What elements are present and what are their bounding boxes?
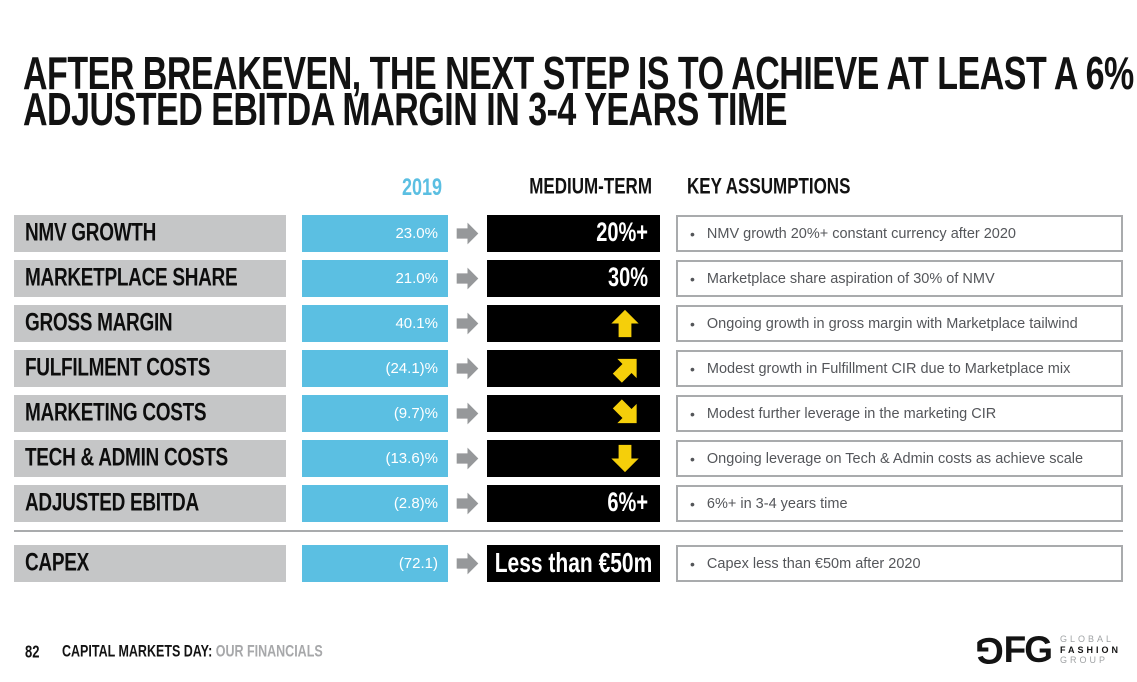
metric-row-marketplace-share: MARKETPLACE SHARE 21.0% 30% • Marketplac… — [14, 260, 1123, 297]
section-divider — [14, 530, 1123, 532]
page-title: AFTER BREAKEVEN, THE NEXT STEP IS TO ACH… — [23, 48, 1134, 135]
logo-line-global: GLOBAL — [1059, 634, 1115, 645]
metric-row-capex: CAPEX (72.1) Less than €50m • Capex less… — [14, 545, 1123, 582]
page-number: 82 — [25, 641, 40, 662]
medium-term-value: 20%+ — [487, 215, 660, 252]
metric-2019-value: (24.1)% — [302, 350, 448, 387]
bullet-icon: • — [690, 360, 695, 377]
bullet-icon: • — [690, 315, 695, 332]
trend-down-icon — [611, 444, 639, 473]
metric-table: NMV GROWTH 23.0% 20%+ • NMV growth 20%+ … — [14, 215, 1123, 590]
metric-2019-value: (72.1) — [302, 545, 448, 582]
metric-2019-value: 40.1% — [302, 305, 448, 342]
assumption-text: Marketplace share aspiration of 30% of N… — [706, 270, 995, 287]
page-title-line2: ADJUSTED EBITDA MARGIN IN 3-4 YEARS TIME — [23, 84, 787, 136]
assumption-text: Ongoing growth in gross margin with Mark… — [706, 315, 1078, 332]
transition-arrow-icon — [448, 260, 487, 297]
metric-2019-value: (13.6)% — [302, 440, 448, 477]
medium-term-value: Less than €50m — [487, 545, 660, 582]
column-headers: 2019 MEDIUM-TERM KEY ASSUMPTIONS — [14, 173, 1123, 200]
column-header-medium-term: MEDIUM-TERM — [529, 173, 652, 199]
assumption-item: • NMV growth 20%+ constant currency afte… — [676, 215, 1123, 252]
assumption-item: • Marketplace share aspiration of 30% of… — [676, 260, 1123, 297]
metric-row-marketing-costs: MARKETING COSTS (9.7)% • Modest further … — [14, 395, 1123, 432]
trend-down-right-icon — [612, 399, 637, 424]
footer-deck-title: CAPITAL MARKETS DAY: — [62, 641, 213, 661]
metric-label: GROSS MARGIN — [14, 305, 286, 342]
assumption-text: 6%+ in 3-4 years time — [706, 495, 848, 512]
bullet-icon: • — [690, 495, 695, 512]
assumption-text: Capex less than €50m after 2020 — [706, 555, 921, 572]
metric-2019-value: (9.7)% — [302, 395, 448, 432]
assumption-item: • Ongoing growth in gross margin with Ma… — [676, 305, 1123, 342]
assumption-item: • 6%+ in 3-4 years time — [676, 485, 1123, 522]
medium-term-value: 6%+ — [487, 485, 660, 522]
transition-arrow-icon — [448, 395, 487, 432]
bullet-icon: • — [690, 225, 695, 242]
metric-label: NMV GROWTH — [14, 215, 286, 252]
transition-arrow-icon — [448, 305, 487, 342]
metric-2019-value: 21.0% — [302, 260, 448, 297]
metric-label: ADJUSTED EBITDA — [14, 485, 286, 522]
trend-up-right-icon — [612, 358, 637, 383]
footer-section-label: CAPITAL MARKETS DAY: OUR FINANCIALS — [62, 641, 323, 661]
assumption-item: • Modest further leverage in the marketi… — [676, 395, 1123, 432]
medium-term-value: 30% — [487, 260, 660, 297]
bullet-icon: • — [690, 555, 695, 572]
metric-label: MARKETING COSTS — [14, 395, 286, 432]
bullet-icon: • — [690, 450, 695, 467]
medium-term-trend — [487, 305, 660, 342]
medium-term-trend — [487, 440, 660, 477]
gfg-monogram: GFG — [976, 629, 1053, 672]
metric-row-fulfilment-costs: FULFILMENT COSTS (24.1)% • Modest growth… — [14, 350, 1123, 387]
assumption-text: Modest further leverage in the marketing… — [706, 405, 997, 422]
trend-up-icon — [611, 309, 639, 338]
metric-label: FULFILMENT COSTS — [14, 350, 286, 387]
metric-row-gross-margin: GROSS MARGIN 40.1% • Ongoing growth in g… — [14, 305, 1123, 342]
metric-row-nmv-growth: NMV GROWTH 23.0% 20%+ • NMV growth 20%+ … — [14, 215, 1123, 252]
gfg-logo: GFG GLOBAL FASHION GROUP — [976, 629, 1121, 672]
transition-arrow-icon — [448, 215, 487, 252]
column-header-2019: 2019 — [401, 173, 442, 200]
metric-2019-value: 23.0% — [302, 215, 448, 252]
assumption-item: • Ongoing leverage on Tech & Admin costs… — [676, 440, 1123, 477]
metric-label: TECH & ADMIN COSTS — [14, 440, 286, 477]
logo-line-group: GROUP — [1059, 655, 1108, 666]
medium-term-trend — [487, 395, 660, 432]
logo-line-fashion: FASHION — [1059, 644, 1121, 655]
metric-row-tech-admin-costs: TECH & ADMIN COSTS (13.6)% • Ongoing lev… — [14, 440, 1123, 477]
medium-term-trend — [487, 350, 660, 387]
metric-row-adjusted-ebitda: ADJUSTED EBITDA (2.8)% 6%+ • 6%+ in 3-4 … — [14, 485, 1123, 522]
assumption-text: Modest growth in Fulfillment CIR due to … — [706, 360, 1071, 377]
assumption-item: • Capex less than €50m after 2020 — [676, 545, 1123, 582]
assumption-text: NMV growth 20%+ constant currency after … — [706, 225, 1016, 242]
metric-label: MARKETPLACE SHARE — [14, 260, 286, 297]
bullet-icon: • — [690, 405, 695, 422]
assumption-item: • Modest growth in Fulfillment CIR due t… — [676, 350, 1123, 387]
page-title-line1: AFTER BREAKEVEN, THE NEXT STEP IS TO ACH… — [23, 48, 1134, 100]
metric-label: CAPEX — [14, 545, 286, 582]
transition-arrow-icon — [448, 350, 487, 387]
transition-arrow-icon — [448, 485, 487, 522]
footer-section-name: OUR FINANCIALS — [215, 641, 323, 661]
gfg-wordmark: GLOBAL FASHION GROUP — [1060, 634, 1121, 666]
transition-arrow-icon — [448, 545, 487, 582]
assumption-text: Ongoing leverage on Tech & Admin costs a… — [706, 450, 1084, 467]
bullet-icon: • — [690, 270, 695, 287]
column-header-key-assumptions: KEY ASSUMPTIONS — [687, 173, 851, 199]
metric-2019-value: (2.8)% — [302, 485, 448, 522]
transition-arrow-icon — [448, 440, 487, 477]
